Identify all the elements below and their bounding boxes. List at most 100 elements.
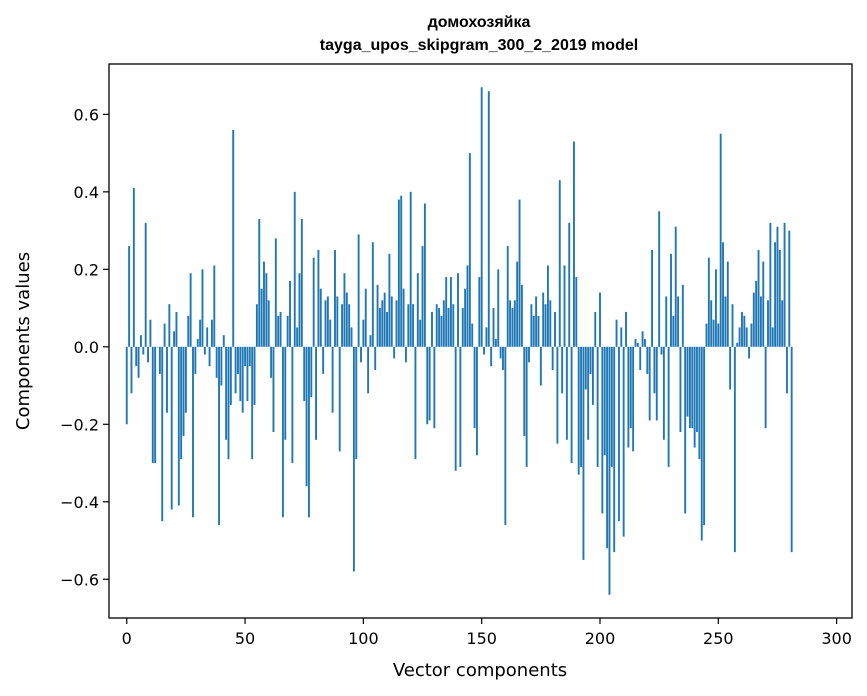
bar [194, 346, 197, 374]
bar [785, 346, 788, 394]
bar [497, 269, 500, 347]
bar [539, 346, 542, 386]
bar [128, 246, 131, 347]
bar [561, 346, 564, 394]
bar [703, 346, 706, 526]
bar [594, 311, 597, 347]
bar [421, 246, 424, 347]
x-tick-label: 50 [235, 629, 255, 648]
bar [672, 315, 675, 347]
bar [468, 153, 471, 347]
bar [265, 273, 268, 347]
bar [326, 296, 329, 347]
bar [662, 346, 665, 440]
bar [227, 346, 230, 460]
bar [170, 346, 173, 510]
bar [350, 327, 353, 347]
bar [442, 300, 445, 347]
bar [707, 257, 710, 347]
bar [397, 199, 400, 347]
bar [222, 335, 225, 347]
y-tick-label: −0.6 [60, 570, 99, 589]
bar [338, 346, 341, 452]
bar [736, 342, 739, 347]
bar [371, 242, 374, 347]
bar [717, 323, 720, 347]
bar [759, 296, 762, 347]
bar [201, 269, 204, 347]
bar [319, 288, 322, 347]
bar [788, 230, 791, 347]
y-tick-label: 0.0 [74, 338, 99, 357]
bar [163, 323, 166, 347]
bar [674, 226, 677, 347]
bar [476, 346, 478, 456]
bar [161, 346, 164, 522]
bar [506, 246, 509, 347]
bar [660, 346, 663, 355]
bar [608, 346, 611, 595]
bar [457, 273, 459, 347]
bar [215, 346, 218, 378]
bar [544, 304, 547, 347]
bar [258, 218, 261, 347]
bar [570, 346, 573, 464]
bar [168, 304, 171, 347]
bar [324, 300, 327, 347]
bar [750, 323, 753, 347]
bar [712, 319, 715, 347]
bar [423, 203, 426, 347]
bar [483, 346, 485, 355]
bar [445, 277, 448, 347]
bar [502, 346, 504, 371]
bar [343, 273, 346, 347]
bar [428, 346, 431, 421]
bar [762, 261, 765, 347]
bar [516, 261, 519, 347]
bar [237, 346, 239, 374]
bar [182, 346, 185, 436]
bar [255, 304, 258, 347]
bar [454, 346, 457, 471]
bar [535, 296, 538, 347]
bar [196, 339, 199, 347]
bar [447, 308, 450, 347]
bar [554, 311, 556, 347]
bar [613, 346, 616, 553]
bar [241, 346, 244, 413]
bar [291, 346, 294, 464]
bar [464, 288, 467, 347]
bar [310, 346, 313, 398]
bar [499, 346, 502, 359]
bar [719, 133, 722, 347]
bar [234, 346, 237, 394]
bar [393, 346, 396, 359]
bar [284, 346, 287, 440]
bar [210, 319, 213, 347]
bar [409, 191, 412, 347]
bar [341, 304, 344, 347]
bar [253, 346, 256, 405]
bar [414, 346, 417, 460]
bar [790, 346, 793, 553]
y-tick-label: 0.6 [74, 105, 99, 124]
bar [360, 346, 362, 363]
bar [584, 346, 587, 390]
bar [767, 300, 769, 347]
bar [573, 141, 575, 347]
bar [388, 253, 391, 347]
bar [603, 346, 606, 456]
bar [177, 346, 180, 506]
bar [492, 308, 495, 347]
bar [729, 346, 732, 390]
x-tick-label: 0 [122, 629, 132, 648]
bar [144, 222, 147, 347]
bar [644, 339, 646, 347]
bar [617, 346, 620, 522]
bar [722, 242, 724, 347]
bar [149, 319, 152, 347]
bar [741, 311, 743, 347]
bar [667, 346, 670, 467]
bar [670, 253, 672, 347]
bar [135, 346, 138, 367]
